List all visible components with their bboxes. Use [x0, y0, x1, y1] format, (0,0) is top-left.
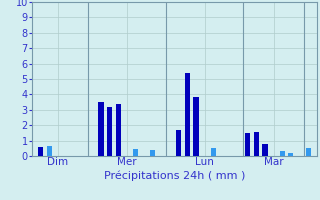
X-axis label: Précipitations 24h ( mm ): Précipitations 24h ( mm )	[104, 170, 245, 181]
Bar	[176, 130, 181, 156]
Bar	[211, 148, 216, 156]
Bar	[262, 144, 268, 156]
Bar	[288, 153, 293, 156]
Bar	[38, 147, 43, 156]
Bar	[254, 132, 259, 156]
Bar	[193, 97, 199, 156]
Bar	[47, 146, 52, 156]
Bar	[150, 150, 156, 156]
Bar	[99, 102, 104, 156]
Bar	[280, 151, 285, 156]
Bar	[306, 148, 311, 156]
Bar	[185, 73, 190, 156]
Bar	[107, 107, 112, 156]
Bar	[133, 149, 138, 156]
Bar	[245, 133, 250, 156]
Bar	[116, 104, 121, 156]
